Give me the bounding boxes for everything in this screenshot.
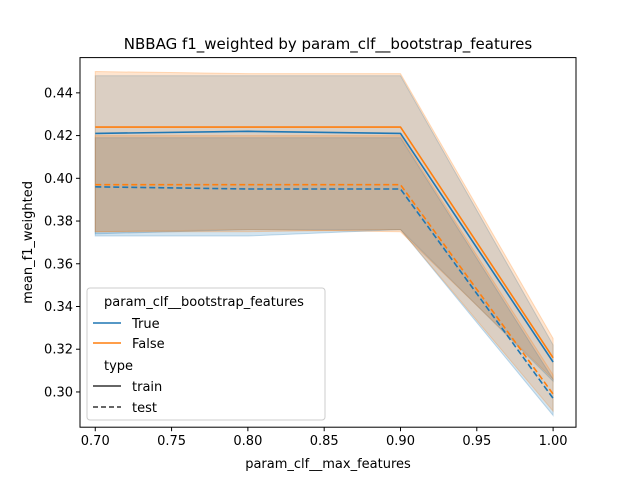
confidence-band-true-train bbox=[94, 75, 554, 383]
x-tick-label: 1.00 bbox=[539, 434, 568, 449]
confidence-band-true-test bbox=[94, 137, 554, 417]
series-line-true-test bbox=[95, 186, 554, 399]
y-tick-label: 0.36 bbox=[44, 257, 73, 272]
y-tick-label: 0.38 bbox=[44, 215, 73, 230]
x-tick-label: 0.70 bbox=[81, 434, 110, 449]
chart-title: NBBAG f1_weighted by param_clf__bootstra… bbox=[124, 35, 533, 54]
series-line-true-train bbox=[95, 130, 554, 363]
series-line-false-train bbox=[95, 126, 554, 359]
y-tick-label: 0.30 bbox=[44, 385, 73, 400]
y-tick-label: 0.40 bbox=[44, 172, 73, 187]
x-tick-label: 0.75 bbox=[157, 434, 186, 449]
confidence-band-false-test bbox=[94, 135, 554, 413]
series-lines bbox=[95, 126, 554, 399]
y-axis-label: mean_f1_weighted bbox=[21, 181, 36, 304]
confidence-bands bbox=[94, 70, 554, 417]
y-tick-label: 0.34 bbox=[44, 300, 73, 315]
x-tick-label: 0.85 bbox=[310, 434, 339, 449]
y-tick-label: 0.44 bbox=[44, 86, 73, 101]
plot-frame bbox=[79, 57, 577, 428]
x-tick-label: 0.90 bbox=[386, 434, 415, 449]
y-tick-label: 0.42 bbox=[44, 129, 73, 144]
confidence-band-false-train bbox=[94, 70, 554, 381]
x-axis-ticks: 0.70 0.75 0.80 0.85 0.90 0.95 1.00 bbox=[81, 427, 568, 449]
x-tick-label: 0.95 bbox=[462, 434, 491, 449]
y-tick-label: 0.32 bbox=[44, 343, 73, 358]
y-axis-ticks: 0.30 0.32 0.34 0.36 0.38 0.40 0.42 0.44 bbox=[44, 86, 80, 400]
series-line-false-test bbox=[95, 183, 554, 395]
legend-hue-title: param_clf__bootstrap_features bbox=[104, 295, 304, 310]
x-tick-label: 0.80 bbox=[233, 434, 262, 449]
legend: param_clf__bootstrap_features True False… bbox=[86, 287, 326, 421]
x-axis-label: param_clf__max_features bbox=[245, 457, 411, 472]
legend-style-title: type bbox=[104, 359, 133, 374]
legend-box bbox=[86, 287, 326, 421]
legend-entry-false: False bbox=[132, 337, 165, 352]
legend-entry-train: train bbox=[132, 380, 162, 395]
legend-entry-true: True bbox=[131, 317, 160, 332]
legend-entry-test: test bbox=[132, 401, 157, 416]
